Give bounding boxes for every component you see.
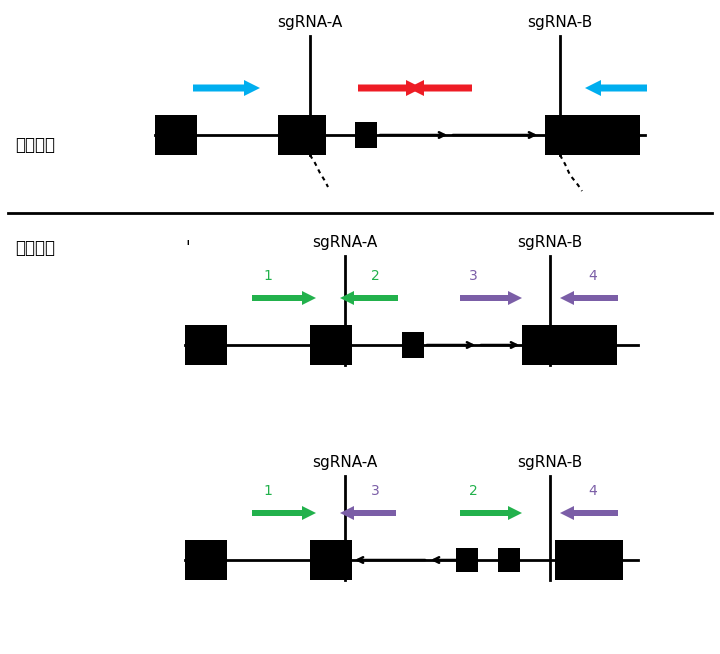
Text: 2: 2 <box>469 484 477 498</box>
Text: ': ' <box>185 239 189 257</box>
Bar <box>185 325 227 365</box>
Text: 2: 2 <box>371 269 379 283</box>
Text: 4: 4 <box>589 269 598 283</box>
Bar <box>155 115 197 155</box>
Bar <box>355 122 377 148</box>
Text: 检测颠倒: 检测颠倒 <box>15 239 55 257</box>
FancyArrow shape <box>252 291 316 305</box>
FancyArrow shape <box>560 291 618 305</box>
Bar <box>278 115 326 155</box>
Text: sgRNA-A: sgRNA-A <box>312 235 377 249</box>
FancyArrow shape <box>585 80 647 96</box>
Text: 3: 3 <box>469 269 477 283</box>
Text: sgRNA-B: sgRNA-B <box>527 14 593 29</box>
Bar <box>522 325 617 365</box>
Text: sgRNA-B: sgRNA-B <box>518 455 582 470</box>
Bar <box>555 540 623 580</box>
FancyArrow shape <box>460 506 522 520</box>
FancyArrow shape <box>252 506 316 520</box>
FancyArrow shape <box>408 80 472 96</box>
Text: 4: 4 <box>589 484 598 498</box>
Text: sgRNA-B: sgRNA-B <box>518 235 582 249</box>
FancyArrow shape <box>460 291 522 305</box>
FancyArrow shape <box>560 506 618 520</box>
Text: sgRNA-A: sgRNA-A <box>277 14 343 29</box>
Bar <box>545 115 640 155</box>
Bar <box>402 332 424 358</box>
Text: sgRNA-A: sgRNA-A <box>312 455 377 470</box>
FancyArrow shape <box>193 80 260 96</box>
FancyArrow shape <box>340 291 398 305</box>
FancyArrow shape <box>358 80 422 96</box>
Text: 3: 3 <box>371 484 379 498</box>
Bar <box>456 548 478 572</box>
Bar <box>310 325 352 365</box>
Bar <box>310 540 352 580</box>
FancyArrow shape <box>340 506 396 520</box>
Text: 1: 1 <box>264 484 272 498</box>
Bar <box>498 548 520 572</box>
Text: 1: 1 <box>264 269 272 283</box>
Bar <box>185 540 227 580</box>
Text: 检测敲除: 检测敲除 <box>15 136 55 154</box>
